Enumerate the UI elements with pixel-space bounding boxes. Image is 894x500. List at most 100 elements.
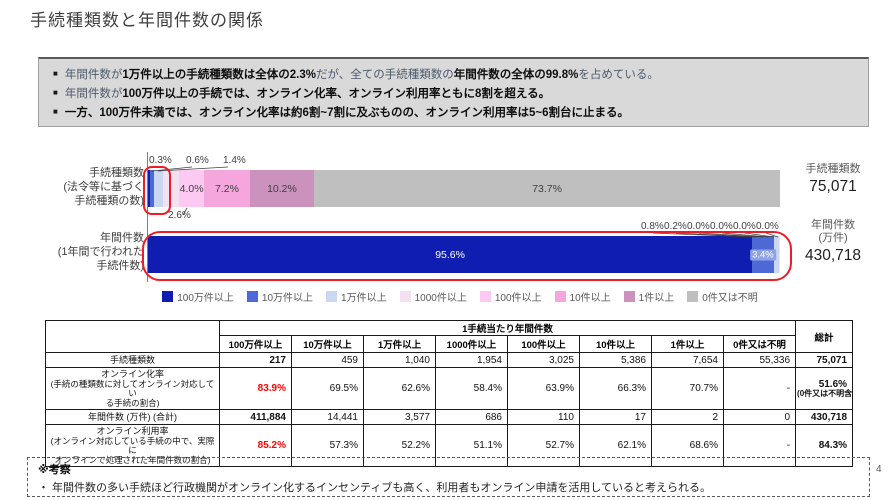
table-cell: 51.1% bbox=[435, 424, 508, 467]
legend-item: 100万件以上 bbox=[162, 289, 234, 304]
legend-swatch-icon bbox=[687, 291, 699, 302]
row-label-cell: 手続種類数 bbox=[45, 352, 220, 368]
total-cell: 75,071 bbox=[795, 352, 854, 368]
column-header: 10万件以上 bbox=[291, 335, 364, 353]
summary-bullets: ■ 年間件数が 1万件以上の手続種類数は全体の2.3%だが、全ての手続種類数の年間件… bbox=[53, 65, 860, 122]
legend-label: 1000件以上 bbox=[414, 293, 467, 304]
bar-value-label: 10.2% bbox=[267, 182, 297, 195]
table-row: 手続種類数 217 459 1,040 1,954 3,025 5,386 7,654 55,3… bbox=[45, 352, 854, 368]
table-head: 1手続当たり年間件数 総計 100万件以上 10万件以上 1万件以上 1000件以上 100… bbox=[45, 320, 854, 353]
callout-label: 2.6% bbox=[168, 210, 191, 221]
table-cell: 66.3% bbox=[579, 367, 652, 410]
summary-bullet: ■ 年間件数が100万件以上の手続では、オンライン化率、オンライン利用率ともに8割… bbox=[53, 84, 860, 103]
table-cell: 70.7% bbox=[651, 367, 724, 410]
table-row: オンライン化率 (手続の種類数に対してオンライン対応してい る手続の割合) 83.9%… bbox=[45, 367, 854, 410]
legend-label: 100件以上 bbox=[494, 293, 542, 304]
bar-segment bbox=[314, 170, 780, 207]
bar-row-label: 手続種類数 (法令等に基づく 手続種類の数) bbox=[18, 166, 144, 208]
legend-item: 1000件以上 bbox=[399, 289, 467, 304]
row-label: 手続種類数 bbox=[109, 354, 155, 365]
bar-total-label: (万件) bbox=[818, 232, 848, 244]
table-cell: 69.5% bbox=[291, 367, 364, 410]
callout-label: 0.6% bbox=[186, 155, 209, 166]
row-label-sub: (オンライン対応している手続の中で、実際に bbox=[50, 435, 215, 455]
callout-label: 0.0% bbox=[687, 221, 710, 232]
bar-segment bbox=[148, 236, 753, 273]
table-row: 年間件数 (万件) (合計) 411,884 14,441 3,577 686 110 17… bbox=[45, 409, 854, 425]
bar-segment bbox=[778, 236, 780, 273]
row-label: オンライン利用率 bbox=[96, 426, 169, 436]
total-cell: 430,718 bbox=[795, 409, 854, 425]
bar-row-label-line: 年間件数 bbox=[100, 232, 144, 244]
table-cell: 217 bbox=[219, 352, 292, 368]
legend-swatch-icon bbox=[326, 291, 338, 302]
legend-item: 10件以上 bbox=[554, 289, 611, 304]
table-cell: 55,336 bbox=[722, 352, 797, 368]
row-label-sub: (手続の種類数に対してオンライン対応してい bbox=[50, 378, 215, 398]
table-cell: 1,040 bbox=[363, 352, 436, 368]
table-cell: 14,441 bbox=[291, 409, 364, 425]
bar-total-label: 年間件数 bbox=[811, 219, 855, 231]
bar-total-value: 75,071 bbox=[809, 178, 857, 195]
summary-bullet: ■ 年間件数が1万件以上の手続種類数は全体の2.3%だが、全ての手続種類数の年間件… bbox=[53, 65, 860, 84]
row-label-header bbox=[45, 320, 220, 353]
row-label-sub: る手続の割合) bbox=[105, 397, 160, 408]
legend-swatch-icon bbox=[554, 291, 566, 302]
legend-label: 10件以上 bbox=[569, 293, 611, 304]
row-label-sub: オンラインで処理された年間件数の割合) bbox=[54, 454, 211, 465]
bar-total-label: 手続種類数 bbox=[805, 163, 861, 175]
callout-label: 0.0% bbox=[710, 221, 733, 232]
bullet-text: 年間件数が bbox=[64, 88, 123, 100]
bar-total-value: 430,718 bbox=[804, 247, 862, 264]
total-value: 430,718 bbox=[810, 411, 848, 423]
bullet-square-icon: ■ bbox=[53, 69, 58, 78]
legend-swatch-icon bbox=[399, 291, 411, 302]
page-title: 手続種類数と年間件数の関係 bbox=[30, 11, 264, 30]
page-number: 4 bbox=[876, 464, 882, 475]
bar-value-label: 73.7% bbox=[532, 182, 562, 195]
legend-swatch-icon bbox=[162, 291, 174, 302]
summary-bullet: ■ 一方、100万件未満では、オンライン化率は約6割~7割に及ぶものの、オンライン… bbox=[53, 103, 860, 122]
table-cell: - bbox=[722, 367, 797, 410]
bullet-text: だが、全ての手続種類数の bbox=[315, 69, 454, 81]
legend-label: 100万件以上 bbox=[177, 293, 234, 304]
bar-total: 年間件数 (万件) 430,718 bbox=[782, 219, 884, 265]
bar-annual-cases: 95.6% 3.4% bbox=[148, 236, 780, 273]
bar-row-label-line: (1年間で行われた bbox=[57, 246, 144, 258]
data-table: 1手続当たり年間件数 総計 100万件以上 10万件以上 1万件以上 1000件以上 100… bbox=[45, 320, 854, 467]
bullet-text: を占めている。 bbox=[578, 69, 659, 81]
row-label-cell: オンライン化率 (手続の種類数に対してオンライン対応してい る手続の割合) bbox=[45, 367, 220, 410]
callout-label: 0.0% bbox=[756, 221, 779, 232]
bullet-square-icon: ■ bbox=[53, 88, 58, 97]
bar-segment bbox=[249, 170, 315, 207]
bar-segment bbox=[149, 170, 154, 207]
row-label-cell: 年間件数 (万件) (合計) bbox=[45, 409, 220, 425]
bullet-square-icon: ■ bbox=[53, 107, 58, 116]
callout-label: 0.0% bbox=[733, 221, 756, 232]
column-header: 100件以上 bbox=[507, 335, 580, 353]
bar-value-label: 4.0% bbox=[179, 182, 204, 195]
table-cell: - bbox=[722, 424, 797, 467]
table-cell: 0 bbox=[722, 409, 797, 425]
legend-item: 1万件以上 bbox=[326, 289, 387, 304]
bullet-text: 100万件以上の手続では、オンライン化率、オンライン利用率ともに8割を超える。 bbox=[122, 88, 551, 100]
table-cell: 5,386 bbox=[579, 352, 652, 368]
bar-value-label: 3.4% bbox=[750, 249, 776, 260]
consideration-box: ※考察 ・ 年間件数の多い手続ほど行政機関がオンライン化するインセンティブも高く… bbox=[27, 457, 870, 497]
bar-row-label-line: 手続種類数 bbox=[89, 167, 144, 179]
chart-axis-line bbox=[147, 152, 148, 282]
bar-segment bbox=[153, 170, 163, 207]
bar-segment bbox=[204, 170, 250, 207]
column-header: 100万件以上 bbox=[219, 335, 292, 353]
bar-segment bbox=[148, 170, 150, 207]
legend-swatch-icon bbox=[479, 291, 491, 302]
chart-legend: 100万件以上 10万件以上 1万件以上 1000件以上 100件以上 10件以上 1件以上… bbox=[80, 289, 840, 304]
table-cell: 62.1% bbox=[579, 424, 652, 467]
table-cell: 2 bbox=[651, 409, 724, 425]
bullet-text: 1万件以上の手続種類数は全体の2.3% bbox=[122, 69, 316, 81]
bullet-text: 年間件数の全体の99.8% bbox=[453, 69, 579, 81]
total-value: 75,071 bbox=[816, 354, 848, 366]
table-cell: 85.2% bbox=[219, 424, 292, 467]
table-row: オンライン利用率 (オンライン対応している手続の中で、実際に オンラインで処理された… bbox=[45, 424, 854, 467]
bullet-text: 一方、100万件未満では、オンライン化率は約6割~7割に及ぶものの、オンライン利… bbox=[64, 107, 630, 119]
